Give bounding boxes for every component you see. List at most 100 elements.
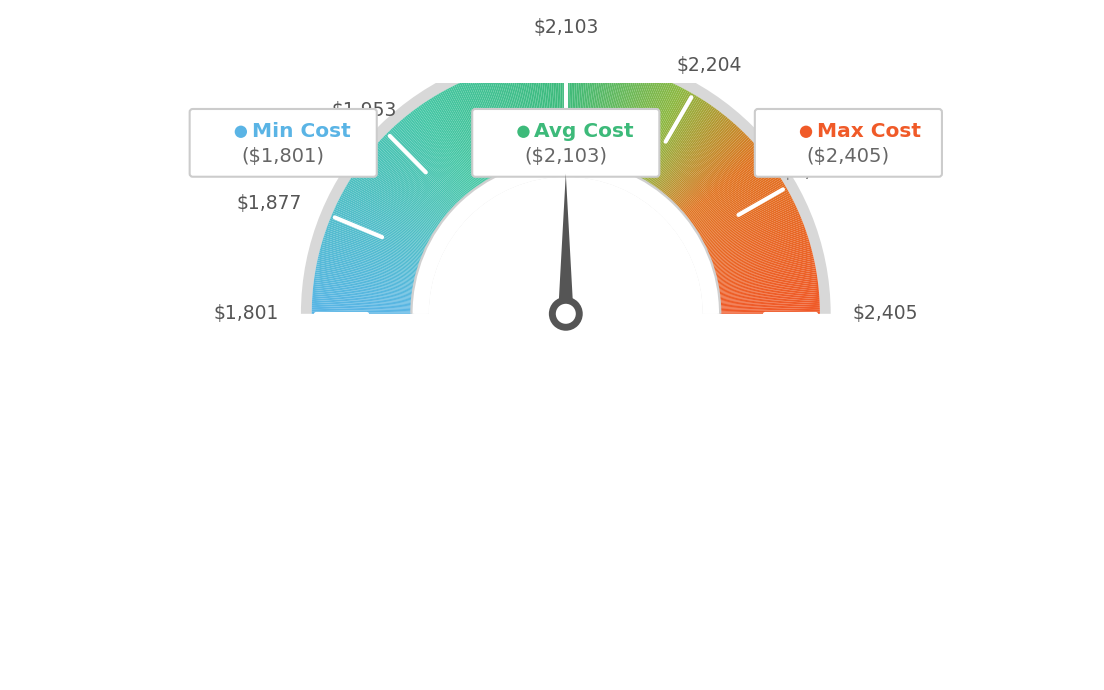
- Wedge shape: [614, 72, 646, 168]
- Wedge shape: [311, 306, 412, 310]
- Wedge shape: [432, 97, 486, 183]
- Wedge shape: [487, 72, 519, 168]
- Wedge shape: [312, 296, 412, 304]
- Wedge shape: [372, 147, 449, 214]
- FancyBboxPatch shape: [755, 109, 942, 177]
- Wedge shape: [639, 90, 688, 179]
- Wedge shape: [564, 60, 565, 160]
- Wedge shape: [712, 233, 807, 266]
- Wedge shape: [716, 258, 815, 282]
- Wedge shape: [697, 179, 783, 233]
- Wedge shape: [602, 67, 627, 164]
- Wedge shape: [577, 61, 587, 160]
- Wedge shape: [565, 60, 567, 160]
- Wedge shape: [581, 61, 592, 161]
- Wedge shape: [710, 226, 805, 262]
- Wedge shape: [322, 239, 418, 270]
- Wedge shape: [312, 292, 413, 302]
- Wedge shape: [716, 260, 815, 283]
- Wedge shape: [583, 61, 596, 161]
- Wedge shape: [374, 146, 450, 213]
- Wedge shape: [691, 166, 774, 225]
- Wedge shape: [343, 190, 432, 239]
- Wedge shape: [680, 144, 756, 212]
- Wedge shape: [562, 60, 564, 160]
- Wedge shape: [321, 243, 418, 272]
- Wedge shape: [629, 82, 672, 174]
- Wedge shape: [719, 282, 818, 296]
- Wedge shape: [370, 150, 448, 216]
- Wedge shape: [381, 139, 455, 208]
- Wedge shape: [375, 144, 452, 212]
- Wedge shape: [397, 122, 465, 198]
- Wedge shape: [392, 127, 461, 201]
- Wedge shape: [328, 222, 422, 259]
- Wedge shape: [711, 230, 806, 264]
- Wedge shape: [520, 63, 540, 162]
- Wedge shape: [522, 63, 541, 162]
- Wedge shape: [625, 79, 665, 172]
- Wedge shape: [330, 217, 424, 256]
- Wedge shape: [660, 113, 723, 193]
- Wedge shape: [367, 155, 446, 219]
- Wedge shape: [649, 100, 705, 185]
- Wedge shape: [364, 158, 444, 220]
- Wedge shape: [331, 215, 424, 255]
- Wedge shape: [718, 274, 817, 291]
- Wedge shape: [701, 193, 790, 242]
- Wedge shape: [312, 298, 412, 306]
- Wedge shape: [609, 70, 640, 166]
- Wedge shape: [362, 159, 444, 221]
- Wedge shape: [314, 280, 413, 295]
- Wedge shape: [679, 141, 754, 210]
- Wedge shape: [652, 104, 710, 187]
- Wedge shape: [327, 226, 422, 262]
- Wedge shape: [720, 298, 819, 306]
- Wedge shape: [715, 250, 813, 277]
- Wedge shape: [410, 112, 473, 192]
- Wedge shape: [554, 60, 560, 160]
- Wedge shape: [692, 169, 776, 227]
- Text: $2,204: $2,204: [677, 57, 742, 75]
- Wedge shape: [359, 164, 442, 224]
- Wedge shape: [596, 65, 617, 163]
- Wedge shape: [686, 155, 765, 219]
- Circle shape: [800, 126, 813, 138]
- Wedge shape: [386, 132, 458, 205]
- Wedge shape: [450, 86, 497, 177]
- Wedge shape: [572, 60, 577, 160]
- Wedge shape: [670, 127, 740, 201]
- Wedge shape: [315, 274, 414, 291]
- Wedge shape: [476, 75, 512, 170]
- Wedge shape: [317, 258, 415, 282]
- Wedge shape: [415, 108, 476, 190]
- Wedge shape: [702, 197, 793, 244]
- Wedge shape: [447, 88, 495, 178]
- Wedge shape: [378, 141, 453, 210]
- Wedge shape: [603, 67, 629, 165]
- Wedge shape: [570, 60, 574, 160]
- Wedge shape: [538, 61, 550, 161]
- Text: $2,305: $2,305: [782, 162, 847, 181]
- Wedge shape: [422, 104, 479, 187]
- Wedge shape: [582, 61, 594, 161]
- Wedge shape: [338, 200, 428, 246]
- Wedge shape: [436, 94, 488, 181]
- Wedge shape: [329, 220, 423, 258]
- Wedge shape: [576, 60, 586, 160]
- Wedge shape: [699, 184, 786, 237]
- Wedge shape: [672, 130, 743, 204]
- Text: $2,405: $2,405: [852, 304, 917, 324]
- Wedge shape: [573, 60, 580, 160]
- Wedge shape: [666, 121, 732, 197]
- Wedge shape: [669, 126, 739, 201]
- Wedge shape: [665, 119, 731, 197]
- Wedge shape: [320, 248, 417, 275]
- Wedge shape: [478, 75, 513, 169]
- Wedge shape: [323, 235, 420, 267]
- Wedge shape: [650, 101, 707, 186]
- Wedge shape: [659, 112, 722, 192]
- Wedge shape: [312, 288, 413, 299]
- Wedge shape: [719, 284, 818, 297]
- Wedge shape: [627, 81, 669, 173]
